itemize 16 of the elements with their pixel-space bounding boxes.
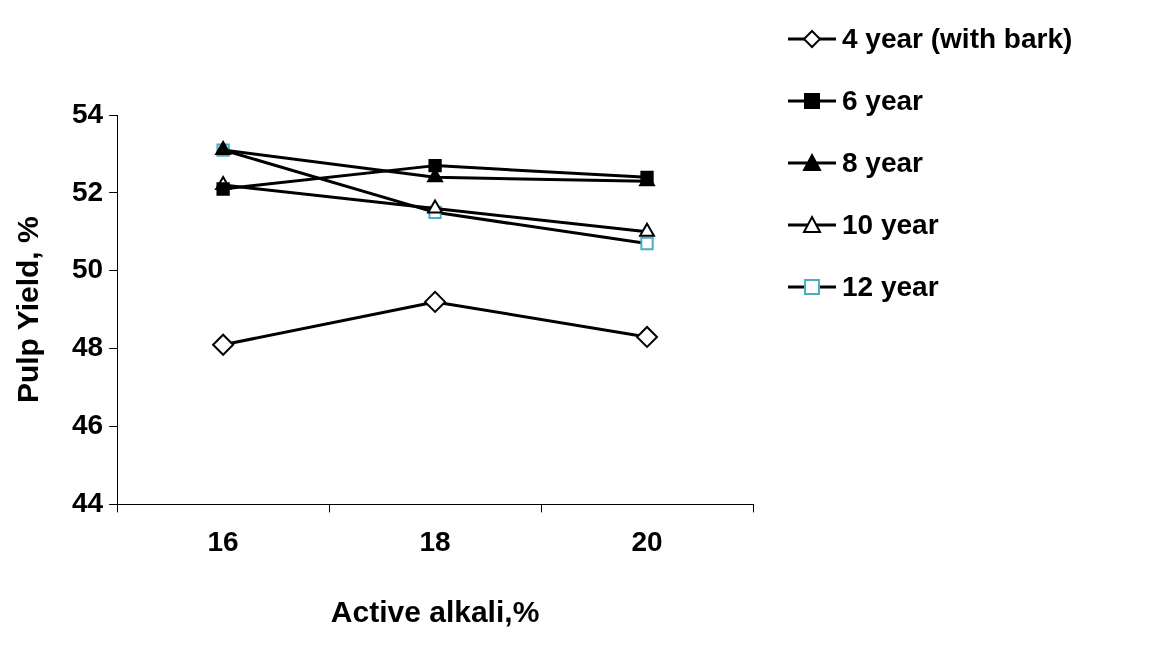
x-tick-label: 20 — [631, 525, 663, 557]
x-tick-label: 16 — [207, 525, 239, 557]
y-tick-label: 54 — [71, 97, 104, 129]
y-tick-label: 44 — [71, 487, 104, 519]
y-axis-title: Pulp Yield, % — [11, 216, 45, 404]
y-tick-label: 52 — [71, 175, 104, 207]
legend-label: 6 year — [842, 85, 923, 117]
legend-label: 4 year (with bark) — [842, 23, 1073, 55]
legend-label: 12 year — [842, 271, 939, 303]
x-axis-title: Active alkali,% — [330, 595, 540, 629]
legend-label: 10 year — [842, 209, 939, 241]
y-tick-label: 46 — [71, 409, 104, 441]
x-tick-label: 18 — [419, 525, 451, 557]
y-tick-label: 48 — [71, 331, 104, 363]
legend-label: 8 year — [842, 147, 923, 179]
y-tick-label: 50 — [71, 253, 104, 285]
